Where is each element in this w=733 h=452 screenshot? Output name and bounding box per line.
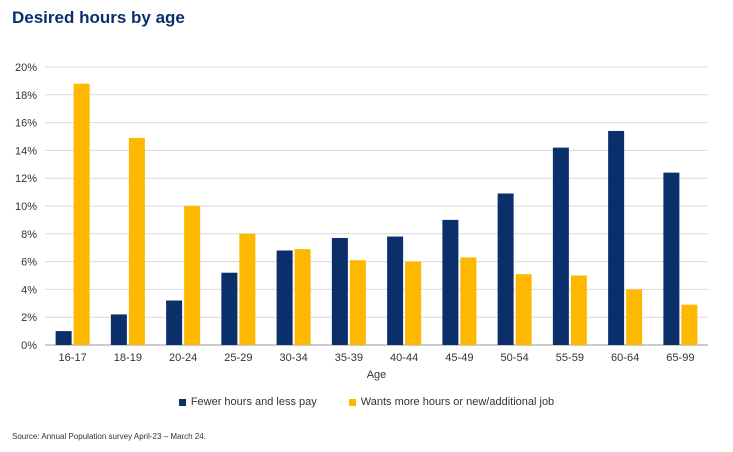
legend-label-fewer-hours: Fewer hours and less pay [190, 396, 317, 408]
y-tick-label: 8% [21, 229, 37, 241]
legend-item-fewer-hours: Fewer hours and less pay [178, 396, 317, 408]
y-tick-label: 2% [21, 312, 37, 324]
x-tick-label: 60-64 [611, 352, 639, 364]
bar-more-hours [681, 304, 698, 345]
bar-more-hours [570, 275, 587, 345]
chart-title: Desired hours by age [12, 8, 185, 27]
bar-more-hours [294, 249, 311, 345]
legend-swatch-more-hours [348, 398, 356, 406]
bar-chart: 0% 2% 4% 6% 8% 10% 12% 14% 16% 18% 20% 16-17 18-19 2… [15, 62, 708, 381]
y-tick-label: 18% [15, 90, 37, 102]
x-tick-label: 35-39 [335, 352, 363, 364]
x-tick-label: 18-19 [114, 352, 142, 364]
bar-fewer-hours [663, 172, 680, 345]
bars [55, 83, 698, 346]
bar-more-hours [405, 261, 422, 345]
bar-more-hours [128, 137, 145, 345]
bar-more-hours [239, 233, 256, 345]
bar-fewer-hours [55, 331, 72, 345]
x-tick-label: 45-49 [445, 352, 473, 364]
x-tick-label: 16-17 [59, 352, 87, 364]
y-axis-ticks: 0% 2% 4% 6% 8% 10% 12% 14% 16% 18% 20% [15, 62, 37, 352]
bar-fewer-hours [608, 130, 625, 345]
y-tick-label: 10% [15, 201, 37, 213]
y-tick-label: 12% [15, 173, 37, 185]
bar-more-hours [626, 289, 643, 345]
x-axis-ticks: 16-17 18-19 20-24 25-29 30-34 35-39 40-44 45-49… [59, 352, 695, 364]
gridlines [45, 66, 708, 346]
bar-fewer-hours [331, 237, 348, 345]
bar-fewer-hours [552, 147, 569, 345]
x-tick-label: 55-59 [556, 352, 584, 364]
bar-fewer-hours [221, 272, 238, 345]
source-note: Source: Annual Population survey April-2… [12, 432, 206, 441]
bar-more-hours [460, 257, 477, 345]
bar-fewer-hours [166, 300, 183, 345]
x-tick-label: 40-44 [390, 352, 418, 364]
legend-swatch-fewer-hours [178, 398, 186, 406]
bar-fewer-hours [442, 219, 459, 345]
x-axis-label: Age [367, 369, 387, 381]
x-tick-label: 30-34 [280, 352, 308, 364]
y-tick-label: 0% [21, 340, 37, 352]
y-tick-label: 20% [15, 62, 37, 74]
bar-more-hours [184, 206, 201, 345]
bar-fewer-hours [110, 314, 127, 345]
y-tick-label: 6% [21, 257, 37, 269]
x-tick-label: 20-24 [169, 352, 197, 364]
legend: Fewer hours and less pay Wants more hour… [0, 396, 733, 408]
bar-more-hours [73, 83, 90, 346]
bar-fewer-hours [497, 193, 514, 345]
x-tick-label: 50-54 [501, 352, 529, 364]
bar-fewer-hours [387, 236, 404, 345]
bar-more-hours [515, 274, 532, 345]
legend-item-more-hours: Wants more hours or new/additional job [348, 396, 555, 408]
bar-more-hours [349, 260, 366, 345]
x-tick-label: 65-99 [666, 352, 694, 364]
y-tick-label: 4% [21, 284, 37, 296]
bar-fewer-hours [276, 250, 293, 345]
y-tick-label: 14% [15, 145, 37, 157]
x-tick-label: 25-29 [224, 352, 252, 364]
y-tick-label: 16% [15, 118, 37, 130]
legend-label-more-hours: Wants more hours or new/additional job [360, 396, 555, 408]
